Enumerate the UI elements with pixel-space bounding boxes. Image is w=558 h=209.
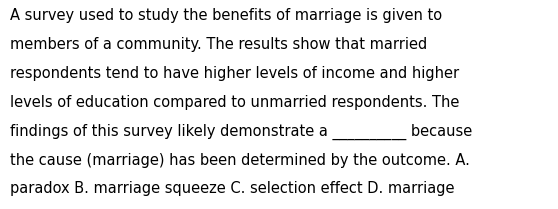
Text: respondents tend to have higher levels of income and higher: respondents tend to have higher levels o… xyxy=(10,66,459,81)
Text: paradox B. marriage squeeze C. selection effect D. marriage: paradox B. marriage squeeze C. selection… xyxy=(10,181,455,196)
Text: findings of this survey likely demonstrate a __________ because: findings of this survey likely demonstra… xyxy=(10,124,472,140)
Text: members of a community. The results show that married: members of a community. The results show… xyxy=(10,37,427,52)
Text: the cause (marriage) has been determined by the outcome. A.: the cause (marriage) has been determined… xyxy=(10,153,470,168)
Text: A survey used to study the benefits of marriage is given to: A survey used to study the benefits of m… xyxy=(10,8,442,23)
Text: levels of education compared to unmarried respondents. The: levels of education compared to unmarrie… xyxy=(10,95,459,110)
